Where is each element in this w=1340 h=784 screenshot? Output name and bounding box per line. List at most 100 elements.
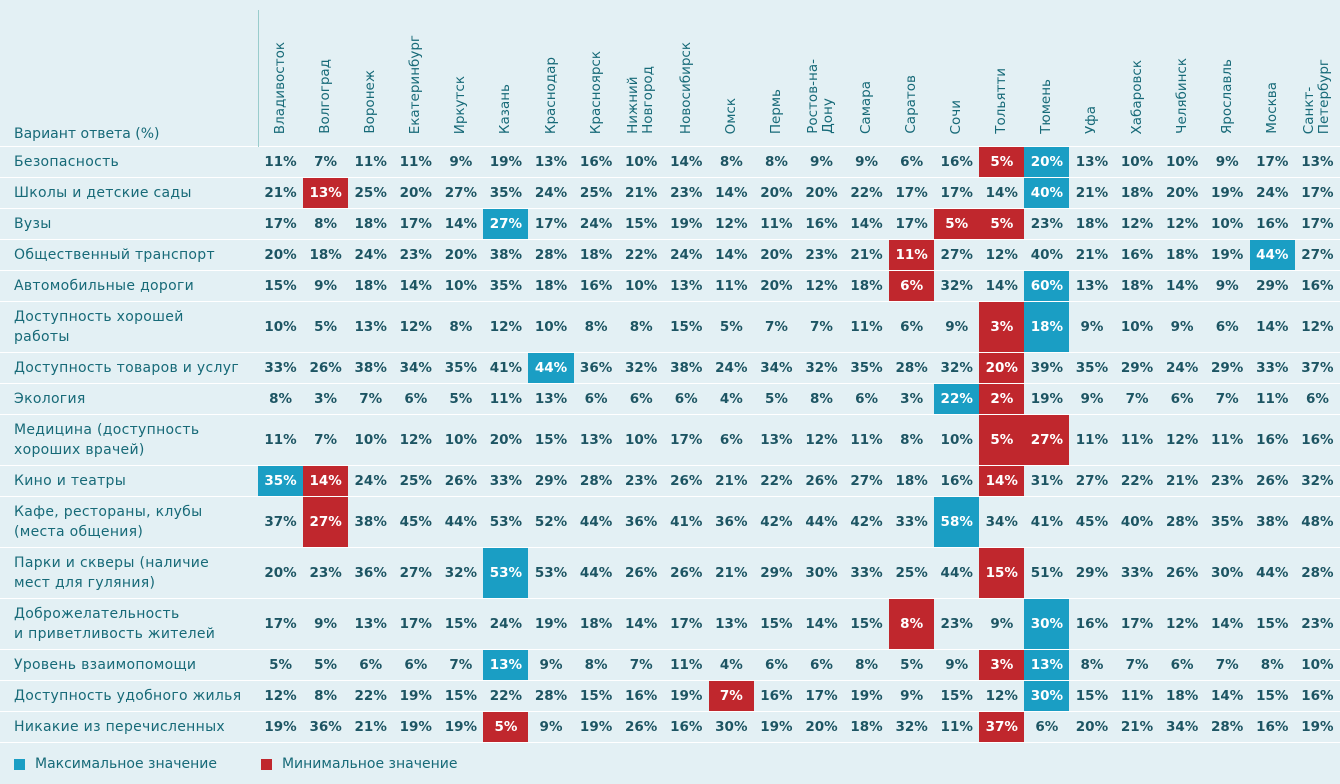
cell: 25% [889, 547, 935, 599]
column-label: Санкт- Петербург [1301, 58, 1333, 134]
cell: 44% [934, 547, 980, 599]
cell: 7% [753, 301, 799, 353]
column-header: Тольятти [979, 10, 1024, 147]
row-label: Доступность хорошей работы [0, 301, 258, 353]
cell: 17% [798, 680, 845, 712]
cell: 35% [483, 177, 529, 209]
column-label: Иркутск [452, 75, 469, 134]
cell: 18% [1159, 680, 1205, 712]
cell: 33% [889, 496, 935, 548]
cell: 18% [844, 711, 890, 743]
cell: 8% [303, 208, 349, 240]
row-label: Доброжелательность и приветливость жител… [0, 598, 258, 650]
cell: 17% [393, 208, 439, 240]
cell: 17% [1114, 598, 1160, 650]
cell: 19% [1204, 239, 1250, 271]
cell: 9% [1204, 270, 1250, 302]
cell: 6% [889, 146, 935, 178]
cell: 14% [1204, 680, 1250, 712]
cell: 12% [708, 208, 754, 240]
column-label: Ярославль [1218, 58, 1235, 134]
cell: 21% [708, 465, 754, 497]
cell: 38% [1249, 496, 1295, 548]
cell: 8% [573, 649, 619, 681]
cell: 6% [1159, 649, 1205, 681]
cell: 11% [1249, 383, 1295, 415]
cell: 35% [258, 465, 304, 497]
cell: 9% [934, 301, 980, 353]
cell: 9% [528, 711, 574, 743]
cell: 19% [393, 711, 439, 743]
cell: 9% [303, 598, 349, 650]
cell: 29% [753, 547, 799, 599]
cell: 44% [438, 496, 484, 548]
cell: 21% [708, 547, 754, 599]
cell: 17% [889, 208, 935, 240]
row-label: Доступность товаров и услуг [0, 352, 258, 384]
cell: 10% [1204, 208, 1250, 240]
cell: 11% [844, 301, 890, 353]
cell: 21% [618, 177, 664, 209]
cell: 5% [303, 649, 349, 681]
cell: 19% [663, 208, 709, 240]
cell: 38% [348, 352, 394, 384]
cell: 6% [348, 649, 394, 681]
cell: 8% [438, 301, 484, 353]
cell: 28% [1294, 547, 1340, 599]
cell: 23% [1294, 598, 1340, 650]
cell: 28% [573, 465, 619, 497]
cell: 17% [1294, 177, 1340, 209]
cell: 15% [573, 680, 619, 712]
cell: 10% [1114, 146, 1160, 178]
column-label: Сочи [948, 99, 965, 134]
cell: 17% [663, 598, 709, 650]
cell: 48% [1294, 496, 1340, 548]
cell: 18% [1069, 208, 1115, 240]
cell: 27% [438, 177, 484, 209]
cell: 29% [1204, 352, 1250, 384]
cell: 8% [889, 598, 935, 650]
cell: 22% [618, 239, 664, 271]
cell: 23% [618, 465, 664, 497]
cell: 19% [753, 711, 799, 743]
column-label: Хабаровск [1128, 59, 1145, 134]
cell: 29% [1114, 352, 1160, 384]
cell: 24% [573, 208, 619, 240]
cell: 11% [663, 649, 709, 681]
cell: 14% [1204, 598, 1250, 650]
cell: 22% [844, 177, 890, 209]
cell: 17% [528, 208, 574, 240]
cell: 19% [528, 598, 574, 650]
cell: 18% [573, 598, 619, 650]
cell: 14% [979, 465, 1025, 497]
cell: 18% [348, 208, 394, 240]
cell: 13% [348, 598, 394, 650]
cell: 44% [573, 496, 619, 548]
cell: 10% [258, 301, 304, 353]
cell: 11% [258, 146, 304, 178]
cell: 6% [708, 414, 754, 466]
column-header: Казань [483, 10, 528, 147]
cell: 29% [1069, 547, 1115, 599]
cell: 7% [708, 680, 754, 712]
cell: 5% [979, 146, 1025, 178]
cell: 11% [934, 711, 980, 743]
cell: 15% [979, 547, 1025, 599]
cell: 14% [798, 598, 845, 650]
cell: 36% [618, 496, 664, 548]
cell: 10% [348, 414, 394, 466]
cell: 21% [1114, 711, 1160, 743]
table-row: Кино и театры 35% 14% 24% 25% 26% 33% 29% 28% 23%… [0, 465, 1340, 497]
table-row: Общественный транспорт 20% 18% 24% 23% 20% 38%… [0, 239, 1340, 271]
legend-item: Максимальное значение [14, 756, 217, 772]
cell: 24% [483, 598, 529, 650]
column-header: Хабаровск [1114, 10, 1159, 147]
cell: 34% [753, 352, 799, 384]
cell: 14% [708, 177, 754, 209]
cell: 9% [844, 146, 890, 178]
column-header: Красноярск [574, 10, 619, 147]
cell: 44% [573, 547, 619, 599]
cell: 12% [1159, 598, 1205, 650]
cell: 8% [573, 301, 619, 353]
cell: 11% [348, 146, 394, 178]
